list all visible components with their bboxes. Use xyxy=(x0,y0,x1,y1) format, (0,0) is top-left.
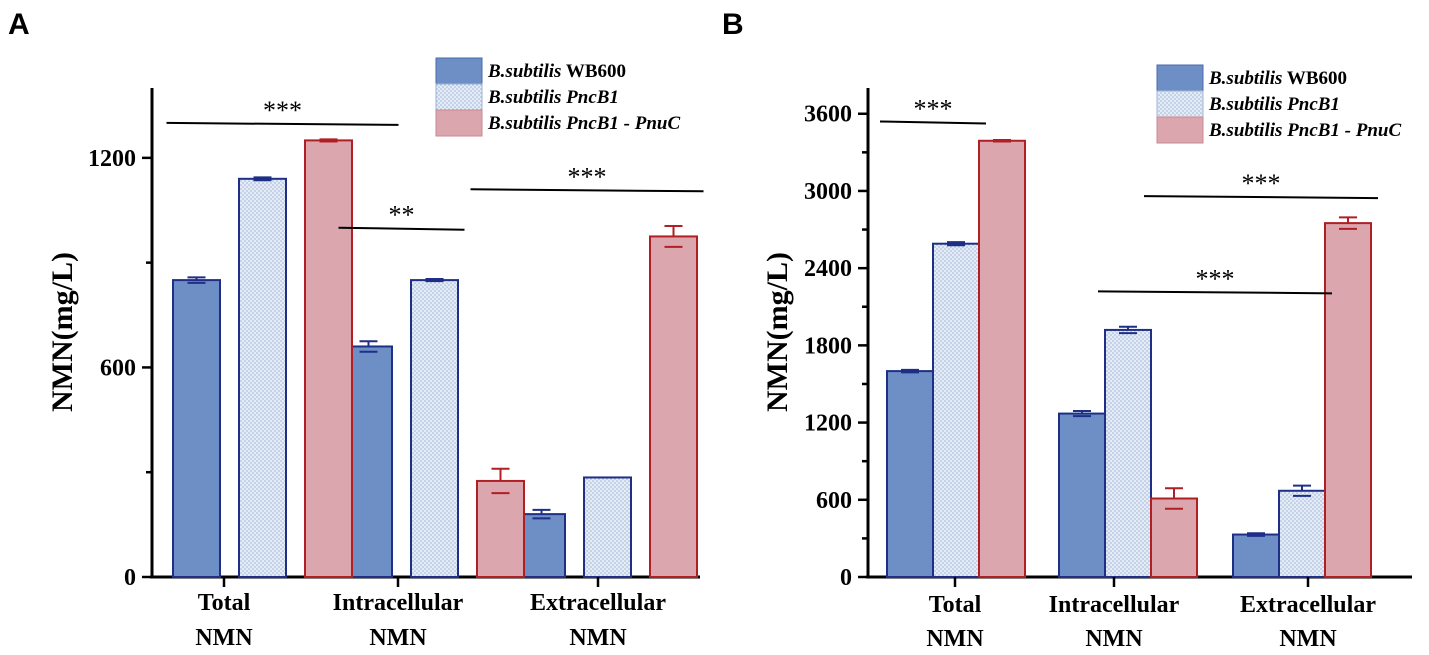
x-category-label: NMN xyxy=(1085,626,1143,652)
legend-swatch-pncb1 xyxy=(1156,90,1204,118)
bar-pncb1 xyxy=(1104,328,1152,579)
bar-pnuc xyxy=(978,139,1026,578)
panel-a: A NMN(mg/L) B.subtilis WB600 B.subtilis … xyxy=(8,8,704,651)
significance-line xyxy=(1097,290,1333,295)
x-category-label: Total xyxy=(929,592,982,618)
legend-swatch-pnuc xyxy=(435,109,483,137)
error-bar-pnuc xyxy=(664,224,683,248)
error-bar-pnuc xyxy=(1339,216,1357,230)
x-category-label: Intracellular xyxy=(1049,592,1180,618)
panel-a-label: A xyxy=(8,8,30,41)
error-bar-pnuc xyxy=(1165,487,1183,510)
error-bar-pncb1 xyxy=(1119,325,1137,335)
error-bar-wb600 xyxy=(1073,409,1091,418)
significance-label: ** xyxy=(389,201,415,230)
legend-label-pnuc-italic: B.subtilis PncB1 - PnuC xyxy=(487,113,680,134)
legend-label-wb600-italic: B.subtilis xyxy=(1208,68,1282,89)
panel-plot: 0 600 1200 1800 2400 3000 3600 Total NMN Intracel… xyxy=(804,88,1412,652)
y-tick-label: 600 xyxy=(816,488,852,514)
legend-label-pnuc: B.subtilis PncB1 - PnuC xyxy=(487,113,680,134)
bar-wb600 xyxy=(172,279,221,578)
error-bar-wb600 xyxy=(1247,532,1265,537)
legend-label-pncb1: B.subtilis PncB1 xyxy=(487,87,619,108)
legend-label-pncb1: B.subtilis PncB1 xyxy=(1208,94,1340,115)
significance-label: *** xyxy=(1196,264,1235,293)
y-tick-label: 600 xyxy=(100,355,136,381)
error-bar-pncb1 xyxy=(947,241,965,247)
bar-pnuc xyxy=(476,479,525,579)
panel-b: B NMN(mg/L) B.subtilis WB600 B.subtilis … xyxy=(722,8,1412,652)
error-bar-pncb1 xyxy=(253,176,272,182)
y-tick-label: 1200 xyxy=(804,411,852,437)
legend-swatch-pnuc xyxy=(1156,116,1204,144)
error-bar-pnuc xyxy=(993,138,1011,143)
error-bar-pncb1 xyxy=(1293,484,1311,497)
y-tick-label: 2400 xyxy=(804,256,852,282)
bar-wb600 xyxy=(1058,412,1106,578)
x-category-label: NMN xyxy=(369,625,427,651)
bar-pnuc xyxy=(304,139,353,578)
panel-b-y-axis-title: NMN(mg/L) xyxy=(761,252,794,412)
bar-pncb1 xyxy=(410,279,459,578)
panel-a-y-axis-title: NMN(mg/L) xyxy=(46,252,79,412)
x-category-label: NMN xyxy=(195,625,253,651)
bar-pncb1 xyxy=(238,177,287,578)
bar-pnuc xyxy=(1324,222,1372,579)
legend-swatch-pncb1 xyxy=(435,83,483,111)
error-bar-wb600 xyxy=(532,508,551,520)
bar-wb600 xyxy=(517,513,566,579)
x-category-label: Total xyxy=(198,590,251,616)
y-tick-label: 3600 xyxy=(804,102,852,128)
significance-line xyxy=(338,226,465,231)
significance-line xyxy=(1143,195,1379,200)
legend-label-pnuc-italic: B.subtilis PncB1 - PnuC xyxy=(1208,120,1401,141)
x-category-label: Intracellular xyxy=(333,590,464,616)
significance-line xyxy=(470,188,704,193)
y-tick-label: 1800 xyxy=(804,333,852,359)
significance-label: *** xyxy=(263,96,302,125)
x-category-label: Extracellular xyxy=(530,590,666,616)
legend-label-pnuc: B.subtilis PncB1 - PnuC xyxy=(1208,120,1401,141)
error-bar-pncb1 xyxy=(425,278,444,283)
significance-label: *** xyxy=(568,162,607,191)
x-category-label: NMN xyxy=(926,626,984,652)
y-tick-label: 0 xyxy=(840,565,852,591)
legend-label-wb600-rest: WB600 xyxy=(561,61,626,82)
bar-wb600 xyxy=(886,370,934,578)
y-tick-label: 1200 xyxy=(88,146,136,172)
bar-wb600 xyxy=(1232,533,1280,579)
y-tick-label: 3000 xyxy=(804,179,852,205)
legend-label-pncb1-italic: B.subtilis PncB1 xyxy=(487,87,619,108)
panel-b-label: B xyxy=(722,8,744,41)
panel-plot: 0 600 1200 Total NMN Intracellular NMN Extracel… xyxy=(88,88,704,651)
bar-pncb1 xyxy=(583,476,632,579)
bar-pncb1 xyxy=(1278,489,1326,579)
error-bar-wb600 xyxy=(901,368,919,374)
error-bar-wb600 xyxy=(359,340,378,353)
significance-label: *** xyxy=(914,94,953,123)
significance-label: *** xyxy=(1242,169,1281,198)
legend-swatch-wb600 xyxy=(435,57,483,85)
legend-label-wb600: B.subtilis WB600 xyxy=(487,61,626,82)
panel-b-legend: B.subtilis WB600 B.subtilis PncB1 B.subt… xyxy=(1156,64,1401,144)
bar-pnuc xyxy=(649,235,698,578)
legend-label-wb600-italic: B.subtilis xyxy=(487,61,561,82)
legend-label-wb600-rest: WB600 xyxy=(1282,68,1347,89)
x-category-label: NMN xyxy=(569,625,627,651)
x-category-label: NMN xyxy=(1279,626,1337,652)
y-tick-label: 0 xyxy=(124,565,136,591)
panel-a-legend: B.subtilis WB600 B.subtilis PncB1 B.subt… xyxy=(435,57,680,137)
error-bar-pnuc xyxy=(491,467,510,495)
legend-label-pncb1-italic: B.subtilis PncB1 xyxy=(1208,94,1340,115)
significance-line xyxy=(879,120,987,125)
bar-pncb1 xyxy=(932,242,980,579)
error-bar-wb600 xyxy=(187,276,206,284)
legend-label-wb600: B.subtilis WB600 xyxy=(1208,68,1347,89)
legend-swatch-wb600 xyxy=(1156,64,1204,92)
error-bar-pnuc xyxy=(319,138,338,143)
significance-line xyxy=(166,121,399,126)
x-category-label: Extracellular xyxy=(1240,592,1376,618)
bar-pnuc xyxy=(1150,497,1198,578)
